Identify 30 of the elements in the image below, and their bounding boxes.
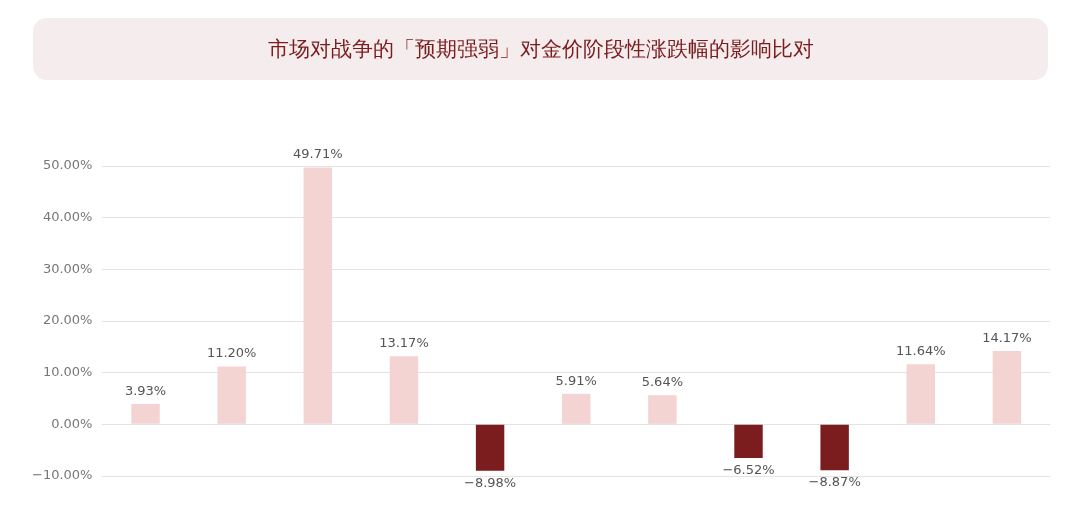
y-tick-label: 30.00% bbox=[42, 260, 93, 276]
data-label: 11.64% bbox=[896, 343, 946, 359]
y-tick-label: 0.00% bbox=[51, 415, 93, 431]
data-label: 13.17% bbox=[379, 335, 429, 351]
data-label: −8.98% bbox=[463, 474, 517, 490]
bar bbox=[475, 424, 505, 471]
data-label: 5.91% bbox=[555, 372, 597, 388]
data-label: 5.64% bbox=[641, 374, 684, 390]
bar bbox=[906, 364, 935, 424]
y-tick-label: 40.00% bbox=[42, 209, 93, 225]
y-tick-label: 50.00% bbox=[42, 157, 93, 173]
bar bbox=[303, 167, 333, 424]
bar bbox=[648, 395, 677, 424]
bar bbox=[820, 424, 849, 471]
bar bbox=[389, 356, 419, 424]
data-label: −6.52% bbox=[722, 461, 775, 477]
bar bbox=[562, 393, 591, 424]
data-label: 11.20% bbox=[206, 345, 257, 361]
data-label: −8.87% bbox=[808, 474, 861, 490]
bar bbox=[734, 424, 763, 459]
data-label: 14.17% bbox=[982, 330, 1032, 345]
bar bbox=[992, 351, 1022, 424]
data-label: 49.71% bbox=[293, 146, 343, 162]
bar bbox=[217, 366, 246, 424]
chart-title: 市场对战争的「预期强弱」对金价阶段性涨跌幅的影响比对 bbox=[33, 18, 1048, 80]
data-label: 3.93% bbox=[124, 382, 167, 398]
y-tick-label: 10.00% bbox=[42, 364, 93, 380]
y-tick-label: 20.00% bbox=[42, 312, 93, 328]
y-tick-label: −10.00% bbox=[31, 467, 93, 483]
bar bbox=[131, 404, 160, 424]
